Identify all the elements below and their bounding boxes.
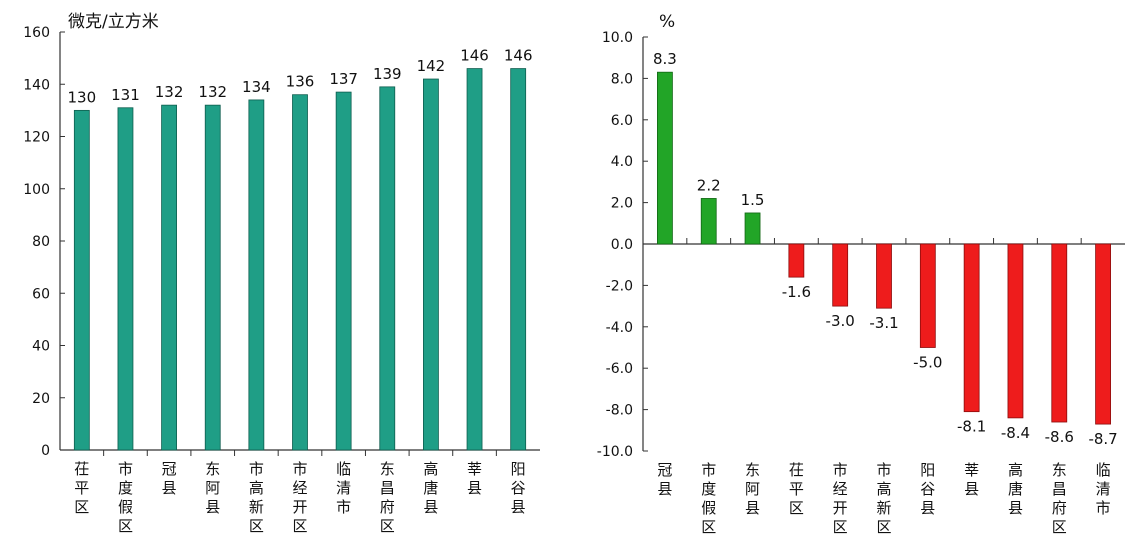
right-negative-bar <box>788 243 805 278</box>
left-bar-value-label: 134 <box>242 78 271 96</box>
right-bar-value-label: -5.0 <box>913 354 942 372</box>
right-category-label: 市度假区 <box>701 461 716 536</box>
right-bar-value-label: 2.2 <box>697 176 721 194</box>
right-bar-value-label: -8.6 <box>1045 428 1074 446</box>
right-negative-bar <box>1095 243 1111 425</box>
left-y-tick-label: 20 <box>32 391 50 407</box>
left-bar-value-label: 130 <box>67 88 96 106</box>
right-positive-bar <box>700 198 717 245</box>
right-y-tick-label: 2.0 <box>611 196 633 212</box>
left-bar <box>423 78 439 451</box>
left-chart-pm-concentration: 0 20 40 60 80 100 120 140 160 微克/立方米 130 茌平区 131 市度假区… <box>23 12 540 535</box>
left-bar <box>248 99 265 451</box>
left-category-label: 市高新区 <box>249 460 264 535</box>
left-category-label: 东阿县 <box>205 460 220 516</box>
right-y-tick-label: -10.0 <box>597 444 633 460</box>
right-category-label: 东昌府区 <box>1052 461 1067 536</box>
right-bar-value-label: -1.6 <box>782 283 811 301</box>
left-category-label: 市经开区 <box>292 460 307 535</box>
left-bar-value-label: 137 <box>329 70 358 88</box>
right-y-tick-label: 6.0 <box>611 113 633 129</box>
right-bar-value-label: 8.3 <box>653 50 677 68</box>
left-category-label: 高唐县 <box>423 460 438 516</box>
left-bar <box>510 68 527 451</box>
left-y-tick-label: 0 <box>41 443 50 459</box>
right-negative-bar <box>1051 243 1068 423</box>
right-positive-bar <box>744 212 761 245</box>
right-bar-value-label: -8.4 <box>1001 424 1030 442</box>
right-negative-bar <box>963 243 980 413</box>
left-bar-value-label: 132 <box>155 83 184 101</box>
left-bar <box>379 86 396 451</box>
right-bar-value-label: -8.1 <box>957 418 986 436</box>
left-bar <box>466 68 483 451</box>
left-bar <box>161 104 177 451</box>
right-category-label: 东阿县 <box>745 461 760 517</box>
right-y-tick-label: 4.0 <box>611 154 633 170</box>
right-bar-value-label: -8.7 <box>1088 430 1117 448</box>
right-negative-bar <box>832 243 849 307</box>
left-bar <box>117 107 134 451</box>
left-y-tick-label: 40 <box>32 339 50 355</box>
right-y-tick-label: -6.0 <box>606 361 633 377</box>
left-bar <box>204 104 221 451</box>
left-category-label: 冠县 <box>162 460 177 497</box>
right-y-tick-label: -8.0 <box>606 403 633 419</box>
left-category-label: 茌平区 <box>74 460 89 516</box>
left-bar <box>335 91 352 451</box>
right-bar-value-label: -3.0 <box>826 312 855 330</box>
right-y-tick-label: 10.0 <box>602 30 633 46</box>
left-category-label: 临清市 <box>336 460 351 516</box>
right-category-label: 市高新区 <box>876 461 891 536</box>
right-category-label: 莘县 <box>964 461 979 498</box>
left-category-label: 阳谷县 <box>511 460 526 516</box>
left-y-tick-label: 120 <box>23 130 50 146</box>
left-bar-value-label: 139 <box>373 65 402 83</box>
left-bar-value-label: 136 <box>286 73 315 91</box>
right-y-axis-unit: % <box>659 12 675 32</box>
right-category-label: 冠县 <box>657 461 672 498</box>
left-category-label: 东昌府区 <box>380 460 395 535</box>
left-category-label: 莘县 <box>467 460 482 497</box>
right-negative-bar <box>919 243 936 348</box>
right-positive-bar <box>657 71 673 245</box>
left-y-tick-label: 160 <box>23 25 50 41</box>
left-y-tick-label: 80 <box>32 234 50 250</box>
right-category-label: 阳谷县 <box>920 461 935 517</box>
left-bar-value-label: 146 <box>504 47 533 65</box>
right-category-label: 临清市 <box>1096 461 1111 517</box>
left-bar-value-label: 132 <box>198 83 227 101</box>
right-y-tick-label: 0.0 <box>611 237 633 253</box>
left-y-axis-unit: 微克/立方米 <box>68 12 159 32</box>
right-negative-bar <box>876 243 892 309</box>
right-y-tick-label: 8.0 <box>611 71 633 87</box>
left-y-tick-label: 60 <box>32 286 50 302</box>
right-y-tick-label: -2.0 <box>606 278 633 294</box>
left-bar-value-label: 146 <box>460 47 489 65</box>
right-negative-bar <box>1007 243 1024 419</box>
right-category-label: 市经开区 <box>833 461 848 536</box>
right-bar-value-label: -3.1 <box>869 314 898 332</box>
left-bar <box>73 109 90 451</box>
left-bar-value-label: 131 <box>111 86 140 104</box>
right-category-label: 高唐县 <box>1008 461 1023 517</box>
right-bar-value-label: 1.5 <box>741 191 765 209</box>
right-chart-change-rate: -10.0 -8.0 -6.0 -4.0 -2.0 0.0 2.0 4.0 6.0 8.0 10.0… <box>597 12 1125 536</box>
right-category-label: 茌平区 <box>789 461 804 517</box>
left-y-tick-label: 100 <box>23 182 50 198</box>
left-bar <box>292 94 308 451</box>
left-y-tick-label: 140 <box>23 77 50 93</box>
left-bar-value-label: 142 <box>417 57 446 75</box>
right-y-tick-label: -4.0 <box>606 320 633 336</box>
left-category-label: 市度假区 <box>118 460 133 535</box>
